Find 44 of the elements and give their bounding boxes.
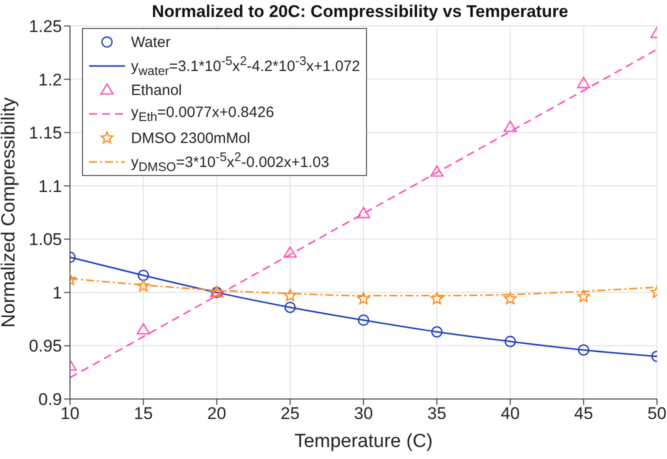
x-tick-label: 50 [648,404,666,424]
text: y$_{water}$=3.1*10$^{-5}$x$^{2}$-4.2*10$^{-3}$x+1.072 [131,54,360,78]
point [430,292,444,304]
y-tick-label: 0.95 [28,336,62,356]
x-tick-label: 40 [500,404,520,424]
y-tick-label: 1.05 [28,230,62,250]
point [138,270,150,282]
point [356,206,370,218]
y-tick-label: 1.2 [38,70,62,90]
point [504,292,517,304]
legend-label: y$_{Eth}$=0.0077x+0.8426 [131,104,274,124]
x-tick-label: 15 [134,404,153,424]
point [358,314,370,326]
point [577,290,590,302]
point [283,246,297,258]
point [284,302,296,313]
x-axis-title: Temperature (C) [294,431,433,452]
y-tick-label: 1.15 [28,124,62,143]
x-tick-label: 25 [280,404,300,424]
x-tick-label: 35 [427,404,446,424]
chart-title: Normalized to 20C: Compressibility vs Temperature [152,2,568,21]
point [137,279,150,292]
point [576,76,590,88]
point [431,326,443,338]
y-tick-label: 1.25 [28,17,62,36]
point [504,336,516,348]
point [578,344,590,356]
y-tick-label: 1 [52,283,62,302]
y-tick-label: 0.9 [38,390,62,410]
point [136,323,150,334]
legend-label: Water [131,34,170,50]
y-tick-label: 1.1 [38,176,62,196]
x-tick-label: 10 [60,404,80,424]
x-tick-label: 20 [207,404,226,424]
legend-label: DMSO 2300mMol [131,130,250,146]
point [430,165,444,177]
y-axis-title: Normalized Compressibility [0,96,20,328]
legend-label: Ethanol [131,82,182,98]
legend-label: y$_{DMSO}$=3*10$^{-5}$x$^{2}$-0.002x+1.03 [131,150,330,174]
x-tick-label: 30 [354,404,373,424]
x-tick-label: 45 [574,404,594,424]
point [284,288,296,302]
point [357,292,370,304]
point [504,120,517,132]
